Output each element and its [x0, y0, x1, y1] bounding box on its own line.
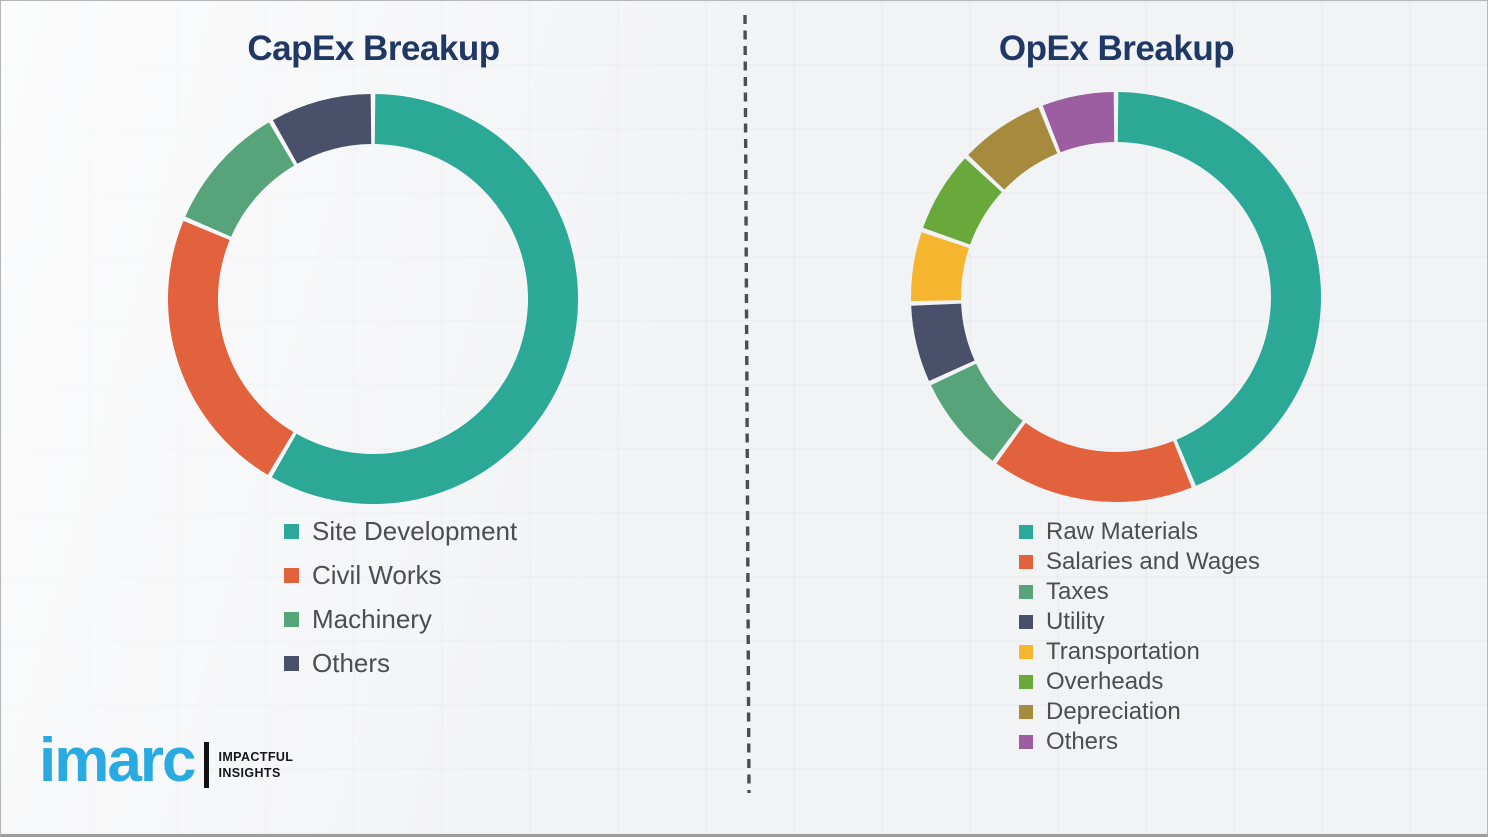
legend-swatch-icon [1019, 615, 1033, 629]
legend-item-transportation: Transportation [1019, 637, 1260, 667]
legend-item-depreciation: Depreciation [1019, 697, 1260, 727]
legend-item-utility: Utility [1019, 607, 1260, 637]
legend-label: Transportation [1046, 638, 1200, 665]
legend-item-others-capex: Others [284, 641, 517, 685]
legend-label: Salaries and Wages [1046, 548, 1260, 575]
legend-swatch-icon [284, 611, 299, 627]
legend-item-machinery: Machinery [284, 597, 517, 641]
legend-label: Others [312, 647, 391, 678]
legend-label: Raw Materials [1046, 518, 1199, 545]
capex-chart-title: CapEx Breakup [247, 29, 500, 68]
legend-item-salaries-and-wages: Salaries and Wages [1019, 547, 1260, 577]
legend-swatch-icon [1019, 675, 1033, 689]
donut-segment-others [1042, 92, 1115, 153]
opex-chart-title: OpEx Breakup [998, 29, 1235, 68]
legend-label: Others [1046, 728, 1119, 755]
legend-swatch-icon [284, 655, 299, 671]
legend-swatch-icon [1019, 735, 1033, 749]
logo-tagline-line2: INSIGHTS [218, 765, 281, 780]
opex-donut-chart [911, 92, 1321, 502]
capex-legend: Site Development Civil Works Machinery O… [284, 509, 517, 685]
legend-swatch-icon [284, 567, 299, 583]
legend-swatch-icon [1019, 705, 1033, 719]
donut-segment-overheads [923, 158, 1003, 246]
donut-segment-site-development [271, 94, 578, 504]
legend-label: Civil Works [312, 559, 442, 590]
legend-item-civil-works: Civil Works [284, 553, 517, 597]
legend-swatch-icon [1019, 645, 1033, 659]
logo-tagline-line1: IMPACTFUL [218, 749, 294, 764]
legend-swatch-icon [1019, 585, 1033, 599]
legend-label: Utility [1046, 608, 1105, 635]
donut-segment-civil-works [168, 220, 294, 475]
donut-segment-machinery [185, 122, 295, 238]
donut-segment-salaries-and-wages [996, 422, 1192, 502]
imarc-logo: imarc IMPACTFUL INSIGHTS [39, 730, 293, 793]
donut-segment-utility [911, 303, 975, 382]
legend-item-raw-materials: Raw Materials [1019, 517, 1260, 547]
dashed-divider-line [743, 15, 751, 793]
donut-segment-taxes [930, 363, 1024, 461]
legend-label: Machinery [312, 603, 432, 634]
legend-swatch-icon [1019, 555, 1033, 569]
legend-label: Overheads [1046, 668, 1164, 695]
donut-segment-raw-materials [1117, 92, 1321, 486]
legend-item-site-development: Site Development [284, 509, 517, 553]
logo-divider-bar [204, 741, 210, 788]
donut-segment-others [272, 94, 372, 165]
logo-tagline: IMPACTFUL INSIGHTS [218, 749, 293, 782]
legend-item-overheads: Overheads [1019, 667, 1260, 697]
imarc-logo-wordmark: imarc [39, 726, 196, 795]
donut-segment-transportation [911, 232, 970, 302]
donut-segment-depreciation [968, 107, 1058, 191]
legend-label: Site Development [312, 515, 518, 546]
opex-legend: Raw Materials Salaries and Wages Taxes U… [1019, 517, 1260, 757]
legend-label: Depreciation [1046, 698, 1181, 725]
capex-donut-chart [168, 94, 578, 504]
legend-swatch-icon [1019, 525, 1033, 539]
legend-swatch-icon [284, 523, 299, 539]
legend-item-others-opex: Others [1019, 727, 1260, 757]
legend-item-taxes: Taxes [1019, 577, 1260, 607]
legend-label: Taxes [1046, 578, 1109, 605]
